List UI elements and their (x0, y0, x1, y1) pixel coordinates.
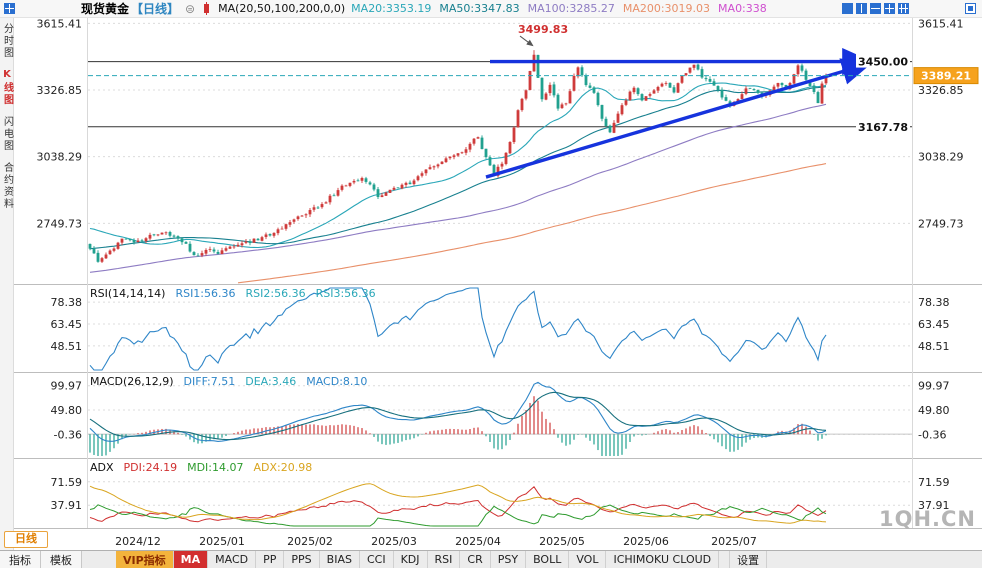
indicator-tab[interactable]: 设置 (729, 551, 768, 568)
tab-indicator-library[interactable]: 指标 (0, 551, 41, 568)
mdi-line (89, 504, 827, 527)
indicator-tab[interactable]: PSY (491, 551, 527, 568)
menu-grid-icon[interactable] (4, 3, 15, 14)
maximize-icon[interactable] (965, 3, 976, 14)
indicator-tab[interactable]: MA (173, 551, 209, 568)
axis-tick: 71.59 (51, 476, 83, 489)
ma20-line (89, 82, 827, 249)
month-label: 2025/01 (199, 535, 245, 548)
tab-templates[interactable]: 模板 (41, 551, 82, 568)
month-label: 2025/07 (711, 535, 757, 548)
indicator-tab[interactable]: MACD (208, 551, 257, 568)
tab-lightning-chart[interactable]: 闪电图 (1, 116, 13, 152)
macd-histogram (89, 396, 827, 456)
axis-tick: 99.97 (51, 380, 83, 393)
trend-line (485, 58, 873, 179)
month-label: 2025/02 (287, 535, 333, 548)
month-label: 2025/04 (455, 535, 501, 548)
axis-tick: 3615.41 (37, 18, 83, 30)
price-level-label: 3167.78 (858, 121, 908, 134)
ma-value: MA0:338 (718, 2, 767, 15)
adx-line (89, 483, 827, 524)
rsi-line (89, 287, 827, 371)
ma200-line (237, 163, 827, 284)
axis-tick: 71.59 (918, 476, 950, 489)
period-button[interactable]: 日线 (4, 531, 48, 548)
chart-area: 3615.41 3615.41 3326.85 3326.85 3038.29 3038.… (14, 18, 982, 550)
axis-tick: 2749.73 (37, 217, 83, 230)
axis-tick: 78.38 (51, 296, 83, 309)
axis-tick: 49.80 (51, 404, 83, 417)
axis-tick: 78.38 (918, 296, 950, 309)
indicator-tab[interactable]: ICHIMOKU CLOUD (606, 551, 720, 568)
indicator-tab[interactable]: PP (256, 551, 285, 568)
ma-value: MA20:3353.19 (351, 2, 432, 15)
indicator-tab[interactable]: VIP指标 (116, 551, 174, 568)
layout-6grid-icon[interactable] (898, 3, 909, 14)
indicator-tab[interactable]: RSI (428, 551, 461, 568)
month-label: 2025/05 (539, 535, 585, 548)
month-label: 2025/03 (371, 535, 417, 548)
indicator-tab[interactable]: BOLL (526, 551, 570, 568)
axis-tick: 37.91 (918, 499, 950, 512)
ma-value: MA50:3347.83 (439, 2, 520, 15)
indicator-tab[interactable]: CR (460, 551, 491, 568)
ma-params-label: MA(20,50,100,200,0,0) (218, 2, 346, 15)
peak-annotation: 3499.83 (518, 23, 568, 36)
instrument-name: 现货黄金 (81, 2, 130, 16)
candle-icon (204, 2, 210, 15)
layout-2col-icon[interactable] (856, 3, 867, 14)
axis-tick: 49.80 (918, 404, 950, 417)
axis-tick: -0.36 (54, 428, 82, 441)
pdi-line (89, 486, 827, 523)
axis-tick: -0.36 (918, 428, 946, 441)
diff-line (89, 381, 827, 442)
ma50-line (89, 86, 827, 250)
axis-tick: 37.91 (51, 499, 83, 512)
tab-contract-info[interactable]: 合约资料 (1, 162, 13, 210)
axis-tick: 3326.85 (918, 84, 964, 97)
price-level-label: 3450.00 (858, 56, 908, 69)
axis-tick: 3615.41 (918, 18, 964, 30)
indicator-toolbar: 指标 模板 VIP指标 MA MACD PP PPS BIAS CCI KDJ RSI CR PSY… (0, 550, 982, 568)
axis-tick: 63.45 (51, 318, 83, 331)
current-price-tag (913, 67, 979, 85)
axis-tick: 63.45 (918, 318, 950, 331)
topbar: 现货黄金 【日线】 ⊜ MA(20,50,100,200,0,0) MA20:3… (0, 0, 982, 18)
axis-tick: 2749.73 (918, 217, 964, 230)
layout-4grid-icon[interactable] (884, 3, 895, 14)
axis-tick: 48.51 (918, 340, 950, 353)
ma-legend: MA20:3353.19 MA50:3347.83 MA100:3285.27 MA2… (351, 2, 767, 15)
current-price-label: 3389.21 (921, 70, 971, 83)
tab-kline-chart[interactable]: K线图 (1, 69, 13, 106)
chart-canvas[interactable]: 3615.41 3615.41 3326.85 3326.85 3038.29 3038.… (14, 18, 982, 550)
indicator-tab[interactable]: CCI (360, 551, 394, 568)
indicator-tabs: VIP指标 MA MACD PP PPS BIAS CCI KDJ RSI CR PSY BOLL VO… (116, 551, 768, 568)
indicator-settings-icon[interactable]: ⊜ (185, 1, 196, 16)
axis-tick: 99.97 (918, 380, 950, 393)
period-label: 【日线】 (131, 2, 180, 16)
month-label: 2024/12 (115, 535, 161, 548)
indicator-tab[interactable]: KDJ (394, 551, 428, 568)
axis-tick: 48.51 (51, 340, 83, 353)
indicator-tab[interactable]: BIAS (320, 551, 360, 568)
month-label: 2025/06 (623, 535, 669, 548)
layout-2row-icon[interactable] (870, 3, 881, 14)
ma-value: MA100:3285.27 (527, 2, 615, 15)
axis-tick: 3038.29 (918, 151, 964, 164)
left-rail: 分时图 K线图 闪电图 合约资料 (0, 18, 14, 550)
layout-single-icon[interactable] (842, 3, 853, 14)
axis-tick: 3038.29 (37, 151, 83, 164)
dea-line (89, 391, 827, 441)
indicator-tab[interactable]: PPS (284, 551, 320, 568)
tab-time-chart[interactable]: 分时图 (1, 23, 13, 59)
ma100-line (89, 103, 827, 273)
axis-tick: 3326.85 (37, 84, 83, 97)
layout-icons (842, 3, 909, 14)
ma-value: MA200:3019.03 (622, 2, 711, 15)
indicator-tab[interactable]: VOL (569, 551, 607, 568)
